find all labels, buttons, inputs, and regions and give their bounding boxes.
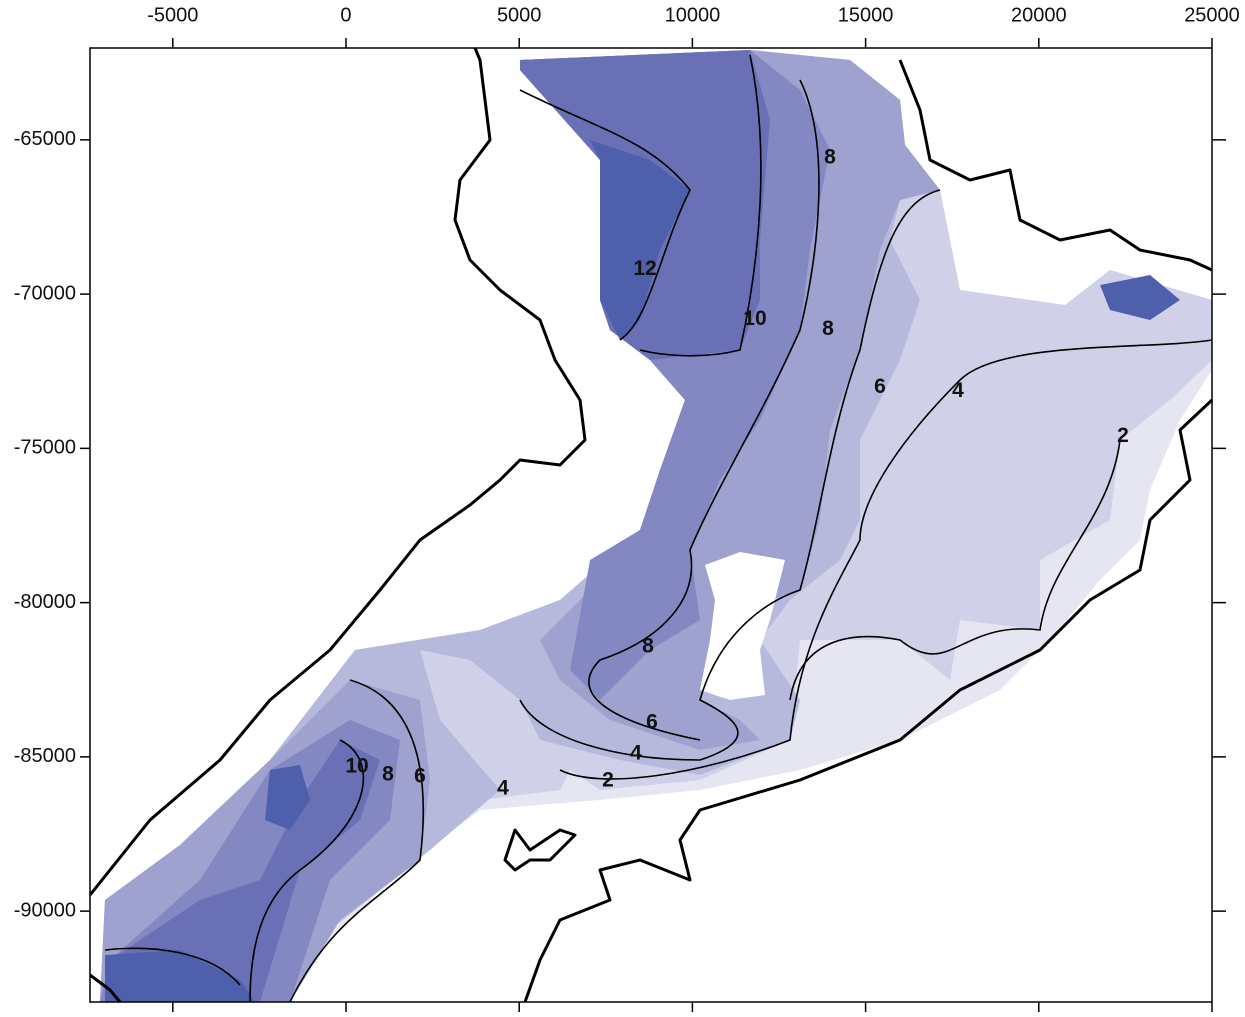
isoline (588, 79, 820, 741)
map-fill (100, 50, 1212, 1002)
contour-label: 4 (630, 741, 642, 764)
y-tick-label: -75000 (14, 437, 76, 459)
isoline (559, 339, 1212, 780)
isoline (289, 679, 425, 1002)
contour-label: 10 (743, 307, 766, 330)
contour-label: 2 (1117, 424, 1129, 447)
y-tick-label: -70000 (14, 282, 76, 304)
x-tick-label: 10000 (665, 4, 721, 26)
coastline (88, 47, 587, 896)
y-tick-label: -90000 (14, 899, 76, 921)
x-tick-label: 0 (340, 4, 351, 26)
x-tick-label: 25000 (1184, 4, 1240, 26)
contour-label: 2 (602, 768, 614, 791)
contour-label: 4 (952, 379, 964, 402)
x-tick-label: 15000 (838, 4, 894, 26)
isoline (104, 947, 241, 986)
contour-label: 6 (646, 710, 658, 733)
coastline (898, 59, 1213, 272)
contour-label: 8 (824, 145, 836, 168)
isoline (519, 89, 691, 341)
coastline (523, 398, 1214, 1003)
y-tick-label: -65000 (14, 128, 76, 150)
contour-label: 8 (822, 317, 834, 340)
contour-label: 12 (633, 257, 656, 280)
x-tick-label: 20000 (1011, 4, 1067, 26)
contour-label: 6 (874, 375, 886, 398)
contour-label: 6 (414, 764, 426, 787)
contour-label: 8 (642, 635, 654, 658)
y-tick-label: -85000 (14, 745, 76, 767)
y-tick-label: -80000 (14, 591, 76, 613)
x-tick-label: 5000 (497, 4, 542, 26)
isoline (249, 739, 365, 1002)
contour-label: 8 (382, 762, 394, 785)
isoline (519, 189, 941, 761)
coastline (89, 973, 122, 1003)
isoline (639, 54, 762, 357)
frame (89, 47, 1213, 1003)
contour-label: 4 (497, 776, 509, 799)
coastline (503, 828, 577, 872)
contour-label: 10 (345, 754, 368, 777)
coastline (88, 47, 1214, 1003)
isoline (789, 439, 1121, 701)
x-tick-label: -5000 (147, 4, 198, 26)
